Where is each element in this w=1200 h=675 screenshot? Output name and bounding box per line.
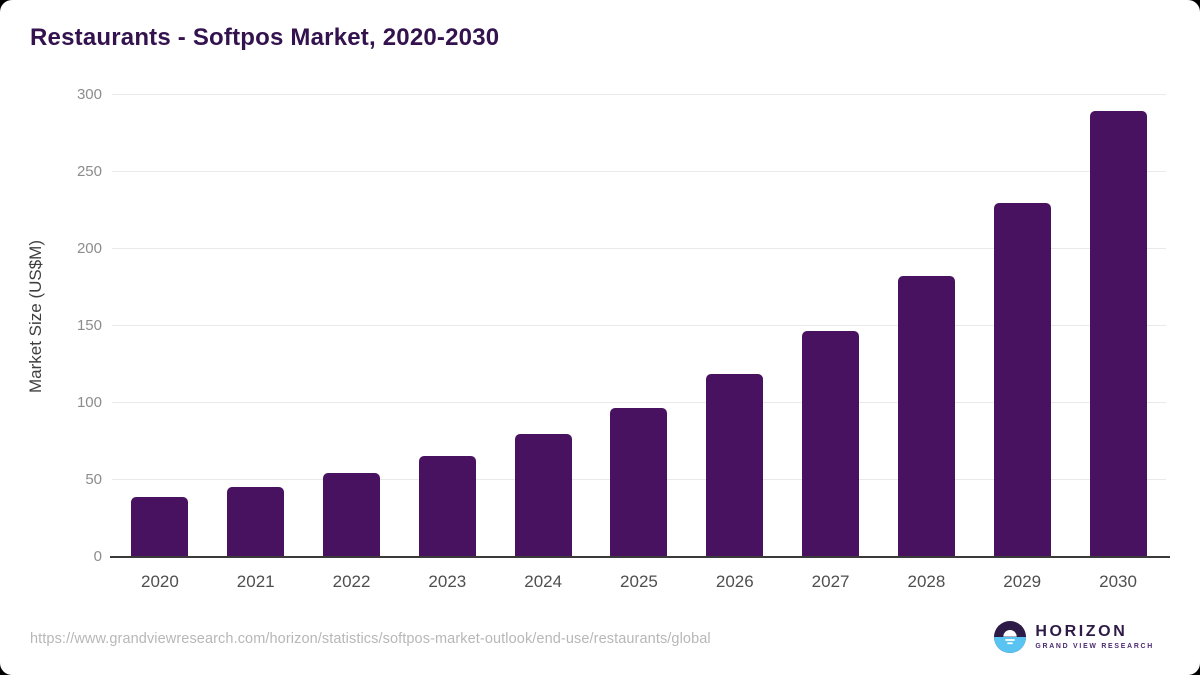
logo-text: HORIZON GRAND VIEW RESEARCH [1035,622,1154,651]
bar-2027 [802,331,860,556]
gridline-100 [112,402,1166,403]
bar-slot-2029 [974,94,1070,556]
bar-slot-2026 [687,94,783,556]
bar-2025 [610,408,668,556]
y-tick-label-50: 50 [85,471,102,488]
bar-2021 [227,486,285,556]
y-tick-label-300: 300 [76,86,102,103]
y-axis-tick-labels: 0 50 100 150 200 250 300 [58,86,102,565]
y-tick-label-100: 100 [76,394,102,411]
bar-slot-2020 [112,94,208,556]
logo-name: HORIZON [1035,622,1128,640]
bar-slot-2028 [879,94,975,556]
source-url: https://www.grandviewresearch.com/horizo… [30,631,711,647]
y-tick-label-250: 250 [76,163,102,180]
x-tick-label-2028: 2028 [907,572,946,591]
logo-subtitle: GRAND VIEW RESEARCH [1035,642,1154,650]
x-tick-label-2030: 2030 [1099,572,1137,591]
bar-slot-2030 [1070,94,1166,556]
y-tick-label-200: 200 [76,240,102,257]
bar-2024 [514,434,572,556]
x-axis-line [110,556,1170,558]
y-axis-title: Market Size (US$M) [26,240,45,394]
bar-2022 [323,472,381,556]
x-axis-tick-labels: 2020 2021 2022 2023 2024 2025 2026 2027 2028 2029… [112,572,1166,592]
bar-2029 [993,203,1051,556]
x-tick-label-2020: 2020 [140,572,179,591]
x-tick-label-2027: 2027 [811,572,850,591]
gridline-300 [112,94,1166,95]
bars-row [112,94,1166,556]
bar-slot-2024 [495,94,591,556]
x-tick-label-2026: 2026 [715,572,754,591]
bar-slot-2025 [591,94,687,556]
bar-2020 [131,497,189,556]
bar-slot-2021 [208,94,304,556]
bar-slot-2027 [783,94,879,556]
bar-2028 [897,275,955,556]
y-tick-label-0: 0 [93,548,102,565]
x-tick-label-2022: 2022 [332,572,371,591]
x-tick-label-2024: 2024 [524,572,563,591]
horizon-sun-icon [994,621,1027,653]
plot-area [110,94,1170,558]
gridline-150 [112,325,1166,326]
x-tick-label-2021: 2021 [236,572,275,591]
y-tick-label-150: 150 [76,317,102,334]
gridline-200 [112,248,1166,249]
gridline-250 [112,171,1166,172]
horizon-logo: HORIZON GRAND VIEW RESEARCH [994,621,1154,653]
bar-slot-2022 [304,94,400,556]
bar-slot-2023 [399,94,495,556]
x-tick-label-2029: 2029 [1003,572,1042,591]
x-tick-label-2023: 2023 [428,572,467,591]
chart-title: Restaurants - Softpos Market, 2020-2030 [30,24,500,51]
bar-2030 [1089,110,1147,556]
x-tick-label-2025: 2025 [620,572,658,591]
bar-2023 [418,455,476,556]
bar-2026 [706,374,764,556]
